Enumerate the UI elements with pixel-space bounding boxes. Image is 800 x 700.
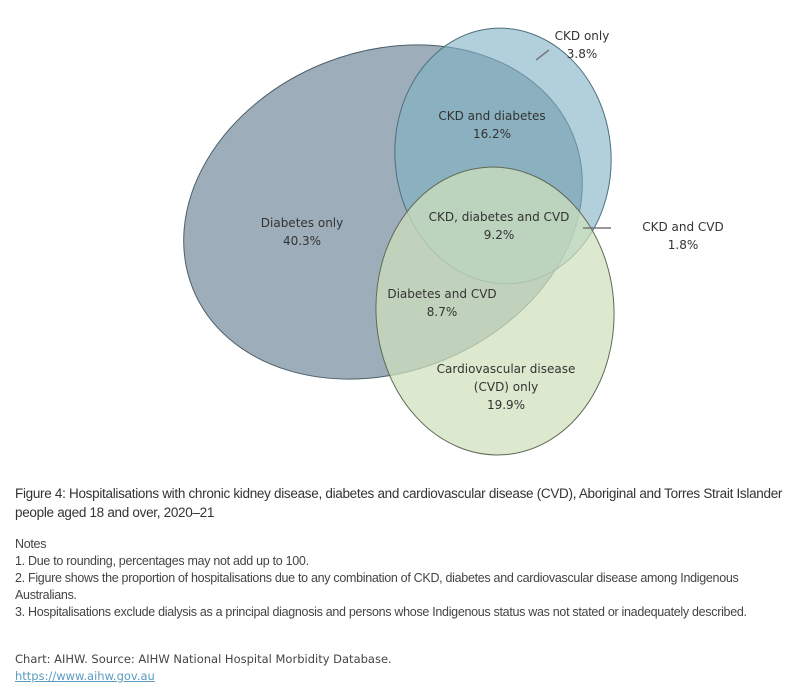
note-item: 1. Due to rounding, percentages may not …: [15, 554, 309, 568]
notes-heading: Notes: [15, 537, 47, 551]
label-all-three: CKD, diabetes and CVD: [429, 210, 570, 224]
label-ckd-diabetes: CKD and diabetes: [438, 109, 545, 123]
note-item: 3. Hospitalisations exclude dialysis as …: [15, 605, 747, 619]
value-diabetes-only: 40.3%: [283, 234, 321, 248]
label-ckd-only: CKD only: [555, 29, 610, 43]
venn-diagram: Diabetes only 40.3% CKD only 3.8% CKD an…: [183, 27, 724, 461]
notes-section: Notes 1. Due to rounding, percentages ma…: [15, 536, 795, 621]
figure-caption: Figure 4: Hospitalisations with chronic …: [15, 486, 783, 520]
note-item: 2. Figure shows the proportion of hospit…: [15, 571, 739, 602]
value-ckd-diabetes: 16.2%: [473, 127, 511, 141]
cvd-ellipse[interactable]: [369, 161, 622, 461]
label-cvd-only-line2: (CVD) only: [474, 380, 538, 394]
value-ckd-only: 3.8%: [567, 47, 598, 61]
value-all-three: 9.2%: [484, 228, 515, 242]
label-diabetes-cvd: Diabetes and CVD: [387, 287, 496, 301]
ckd-only-leader: [535, 49, 550, 61]
label-cvd-only-line1: Cardiovascular disease: [437, 362, 576, 376]
label-ckd-cvd: CKD and CVD: [642, 220, 724, 234]
source-section: Chart: AIHW. Source: AIHW National Hospi…: [15, 651, 795, 685]
source-text: Chart: AIHW. Source: AIHW National Hospi…: [15, 652, 392, 666]
label-diabetes-only: Diabetes only: [261, 216, 343, 230]
value-cvd-only: 19.9%: [487, 398, 525, 412]
value-diabetes-cvd: 8.7%: [427, 305, 458, 319]
value-ckd-cvd: 1.8%: [668, 238, 699, 252]
source-link[interactable]: https://www.aihw.gov.au: [15, 669, 155, 683]
